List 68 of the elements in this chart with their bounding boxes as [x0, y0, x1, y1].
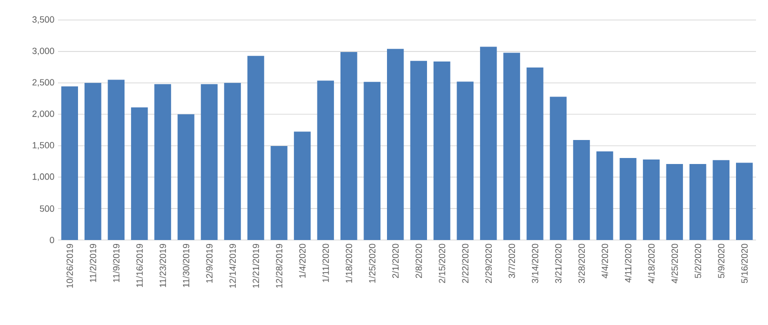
- bar: [61, 86, 78, 240]
- x-tick-label: 11/9/2019: [112, 244, 120, 282]
- bar: [666, 164, 683, 240]
- bar: [247, 56, 264, 240]
- x-tick-label: 2/22/2020: [462, 244, 468, 283]
- bar: [503, 52, 520, 240]
- bar: [410, 60, 428, 240]
- x-tick-label: 11/23/2019: [159, 244, 166, 288]
- x-tick-label: 11/2/2019: [90, 244, 96, 282]
- x-tick-label: 10/26/2019: [66, 244, 73, 288]
- y-tick-label: 2,500: [32, 79, 54, 87]
- bar: [596, 151, 614, 240]
- x-tick-label: 1/25/2020: [368, 244, 376, 283]
- x-tick-label: 4/18/2020: [648, 244, 655, 284]
- bar: [270, 146, 288, 240]
- bar: [689, 164, 706, 240]
- x-tick-label: 12/14/2019: [229, 244, 236, 288]
- y-tick-label: 500: [40, 205, 54, 212]
- x-tick-label: 4/25/2020: [671, 244, 678, 284]
- x-tick-label: 5/9/2020: [718, 244, 724, 278]
- x-tick-label: 3/7/2020: [508, 244, 516, 278]
- bar: [386, 48, 404, 240]
- x-tick-label: 5/16/2020: [741, 244, 748, 284]
- x-tick-label: 3/14/2020: [532, 244, 538, 284]
- y-tick-label: 0: [50, 236, 54, 244]
- y-tick-label: 1,000: [32, 173, 54, 181]
- bar: [317, 80, 334, 240]
- y-tick-label: 1,500: [32, 142, 54, 150]
- bar: [108, 80, 125, 240]
- x-tick-label: 3/28/2020: [578, 244, 585, 284]
- bar: [434, 61, 450, 240]
- y-tick-label: 2,000: [32, 110, 54, 118]
- x-tick-label: 2/15/2020: [438, 244, 446, 283]
- x-tick-label: 1/11/2020: [322, 244, 329, 282]
- x-tick-label: 2/1/2020: [392, 244, 399, 278]
- y-tick-label: 3,500: [32, 16, 54, 24]
- bar: [294, 132, 311, 240]
- x-tick-label: 12/28/2019: [276, 244, 282, 288]
- bar: [84, 82, 102, 240]
- x-tick-label: 3/21/2020: [554, 244, 562, 284]
- x-tick-label: 4/4/2020: [601, 244, 608, 278]
- bar: [736, 162, 753, 240]
- x-tick-label: 1/18/2020: [346, 244, 352, 283]
- x-tick-label: 11/16/2019: [136, 244, 143, 288]
- bar: [480, 46, 497, 240]
- bar: [200, 84, 218, 240]
- x-tick-label: 2/29/2020: [485, 244, 492, 283]
- x-tick-label: 2/8/2020: [415, 244, 422, 278]
- bar: [364, 82, 380, 240]
- x-tick-label: 12/9/2019: [206, 244, 213, 283]
- x-tick-label: 12/21/2019: [252, 244, 260, 288]
- y-tick-label: 3,000: [32, 48, 54, 56]
- x-tick-label: 5/2/2020: [694, 244, 702, 278]
- bar: [131, 107, 148, 240]
- x-tick-label: 4/11/2020: [624, 244, 632, 283]
- bar: [620, 158, 636, 240]
- x-tick-label: 11/30/2019: [182, 244, 190, 288]
- bar: [526, 67, 544, 240]
- x-tick-label: 1/4/2020: [299, 244, 306, 278]
- bar: [642, 160, 660, 240]
- bar: [224, 82, 241, 240]
- bar: [573, 140, 590, 240]
- bar: [178, 114, 194, 240]
- bar: [456, 82, 474, 240]
- bar: [550, 96, 567, 240]
- bar: [712, 160, 730, 240]
- bar: [154, 84, 172, 240]
- bar: [340, 52, 358, 240]
